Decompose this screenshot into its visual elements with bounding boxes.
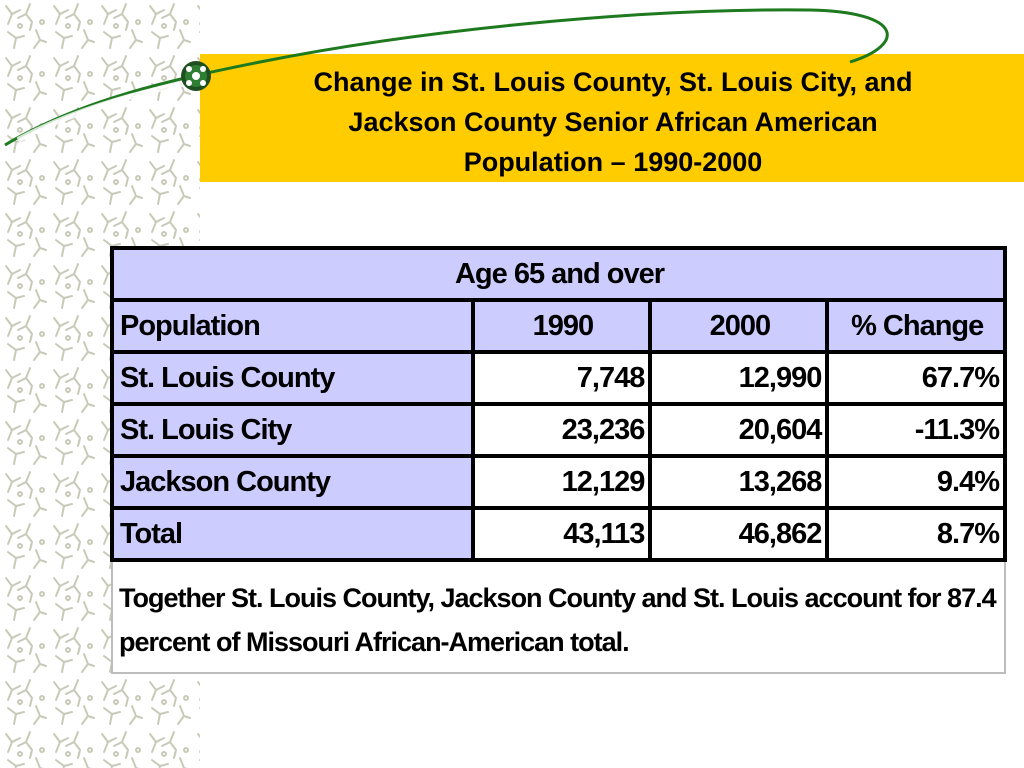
table-caption-row: Age 65 and over bbox=[110, 246, 1007, 302]
table-row: St. Louis County 7,748 12,990 67.7% bbox=[109, 350, 1007, 406]
cell-1990: 7,748 bbox=[471, 350, 653, 406]
cell-2000: 20,604 bbox=[648, 402, 830, 458]
cell-change: 67.7% bbox=[825, 350, 1007, 406]
slide-title-line-3: Population – 1990-2000 bbox=[463, 147, 763, 177]
slide-title: Change in St. Louis County, St. Louis Ci… bbox=[212, 62, 1014, 182]
population-table: Age 65 and over Population 1990 2000 % C… bbox=[109, 246, 1007, 674]
cell-change: -11.3% bbox=[825, 402, 1007, 458]
slide-title-line-1: Change in St. Louis County, St. Louis Ci… bbox=[313, 67, 913, 97]
row-label: St. Louis County bbox=[109, 350, 476, 406]
cell-1990: 43,113 bbox=[471, 506, 653, 562]
cell-2000: 12,990 bbox=[648, 350, 830, 406]
column-header-change: % Change bbox=[825, 298, 1007, 354]
cell-1990: 23,236 bbox=[471, 402, 653, 458]
cell-change: 9.4% bbox=[825, 454, 1007, 510]
row-label: Total bbox=[109, 506, 476, 562]
row-label: Jackson County bbox=[109, 454, 476, 510]
table-note: Together St. Louis County, Jackson Count… bbox=[111, 558, 1006, 674]
column-header-1990: 1990 bbox=[471, 298, 653, 354]
table-note-row: Together St. Louis County, Jackson Count… bbox=[111, 558, 1006, 674]
cell-2000: 46,862 bbox=[648, 506, 830, 562]
green-globe-bullet-icon bbox=[181, 61, 211, 91]
row-label: St. Louis City bbox=[109, 402, 476, 458]
table-row: Jackson County 12,129 13,268 9.4% bbox=[109, 454, 1007, 510]
table-header-row: Population 1990 2000 % Change bbox=[109, 298, 1007, 354]
cell-2000: 13,268 bbox=[648, 454, 830, 510]
column-header-population: Population bbox=[109, 298, 476, 354]
table-caption: Age 65 and over bbox=[110, 246, 1007, 302]
table-row: St. Louis City 23,236 20,604 -11.3% bbox=[109, 402, 1007, 458]
cell-change: 8.7% bbox=[825, 506, 1007, 562]
slide-title-line-2: Jackson County Senior African American bbox=[348, 107, 878, 137]
table-row-total: Total 43,113 46,862 8.7% bbox=[109, 506, 1007, 562]
column-header-2000: 2000 bbox=[648, 298, 830, 354]
cell-1990: 12,129 bbox=[471, 454, 653, 510]
